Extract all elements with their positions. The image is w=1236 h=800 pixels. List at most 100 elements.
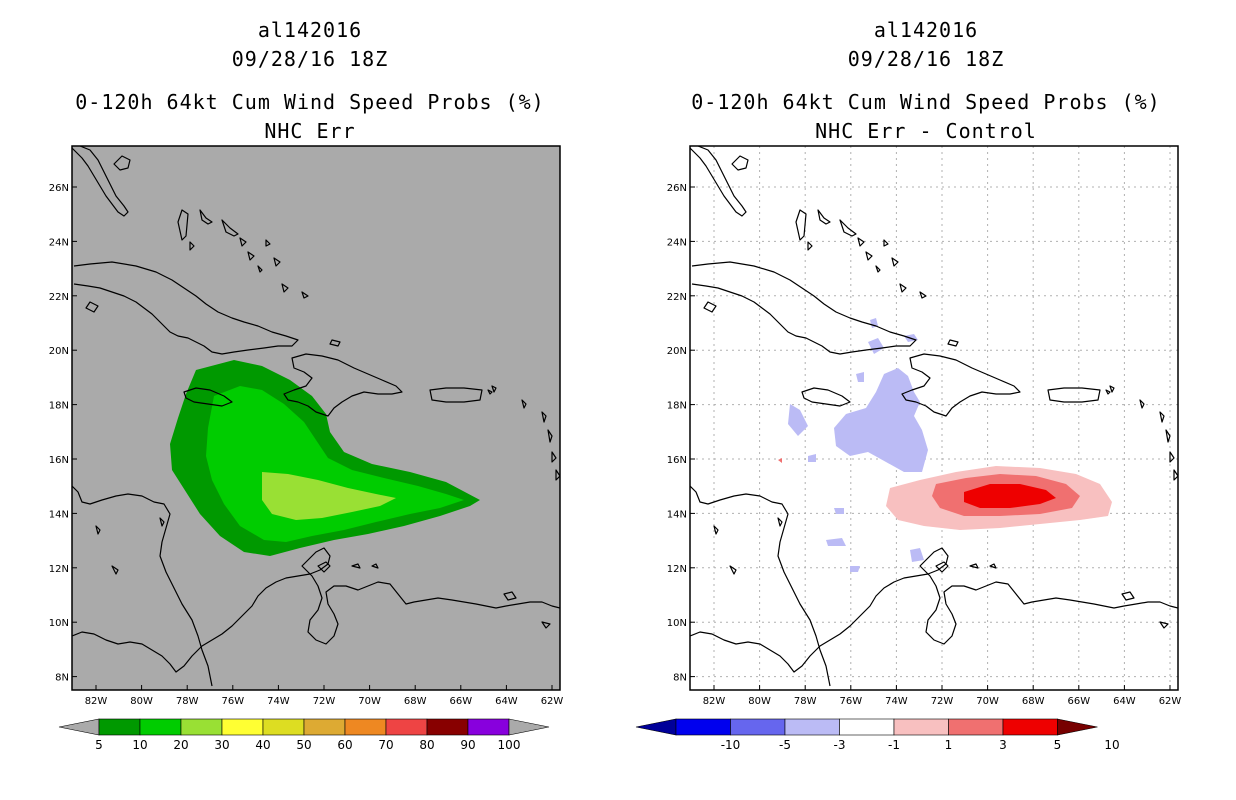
colorbar-swatch	[262, 718, 305, 736]
lat-tick-label: 12N	[667, 564, 687, 575]
lon-tick-label: 76W	[221, 696, 244, 707]
right-neg-area-small1	[868, 338, 884, 354]
right-lon-axis: 82W 80W 78W 76W 74W 72W 70W 68W 66W 64W 62W	[703, 685, 1181, 707]
lat-tick-label: 10N	[49, 618, 69, 629]
colorbar-swatch	[98, 718, 141, 736]
colorbar-label: 10	[1104, 738, 1119, 752]
colorbar-label: 50	[296, 738, 311, 752]
colorbar-under-arrow	[635, 718, 677, 736]
lat-tick-label: 10N	[667, 618, 687, 629]
right-colorbar: -10 -5 -3 -1 1 3 5 10	[635, 718, 1120, 752]
colorbar-label: 10	[132, 738, 147, 752]
lat-tick-label: 8N	[55, 673, 69, 684]
lat-tick-label: 24N	[49, 237, 69, 248]
colorbar-label: 20	[173, 738, 188, 752]
lat-tick-label: 14N	[667, 509, 687, 520]
left-datetime: 09/28/16 18Z	[231, 47, 389, 71]
right-map-background	[690, 146, 1178, 690]
colorbar-swatch	[180, 718, 223, 736]
right-neg-area-small4	[856, 372, 864, 382]
right-product: 0-120h 64kt Cum Wind Speed Probs (%)	[691, 90, 1161, 114]
lon-tick-label: 78W	[176, 696, 199, 707]
left-map-frame	[71, 145, 561, 691]
colorbar-over-arrow	[1057, 718, 1098, 736]
lon-tick-label: 66W	[1067, 696, 1090, 707]
lon-tick-label: 62W	[541, 696, 564, 707]
lat-tick-label: 12N	[49, 564, 69, 575]
lat-tick-label: 14N	[49, 509, 69, 520]
colorbar-label: -10	[721, 738, 741, 752]
right-pos-5-contour	[964, 484, 1056, 508]
lon-tick-label: 74W	[885, 696, 908, 707]
colorbar-swatch	[893, 718, 949, 736]
right-map-panel: 26N 24N 22N 20N 18N 16N 14N 12N 10N 8N 82W 80W 78W 7…	[635, 145, 1181, 752]
right-panel-title: al142016 09/28/16 18Z 0-120h 64kt Cum Wi…	[676, 16, 1176, 146]
colorbar-swatch	[1002, 718, 1058, 736]
right-neg-area-small8	[834, 508, 844, 514]
lat-tick-label: 26N	[667, 183, 687, 194]
lon-tick-label: 70W	[358, 696, 381, 707]
right-neg-area-west	[788, 404, 808, 436]
colorbar-swatch	[344, 718, 387, 736]
right-neg-area-main	[834, 368, 928, 472]
lon-tick-label: 72W	[313, 696, 336, 707]
right-neg-area-small5	[826, 538, 846, 546]
lat-tick-label: 22N	[49, 292, 69, 303]
lat-tick-label: 22N	[667, 292, 687, 303]
colorbar-swatch	[139, 718, 182, 736]
colorbar-label: 70	[378, 738, 393, 752]
colorbar-over-arrow	[508, 718, 550, 736]
colorbar-label: 80	[419, 738, 434, 752]
left-lon-axis: 82W 80W 78W 76W 74W 72W 70W 68W 66W 64W 62W	[85, 685, 564, 707]
lon-tick-label: 64W	[495, 696, 518, 707]
colorbar-label: 3	[999, 738, 1007, 752]
lat-tick-label: 16N	[49, 455, 69, 466]
colorbar-label: 5	[95, 738, 103, 752]
lon-tick-label: 78W	[794, 696, 817, 707]
right-subtitle: NHC Err - Control	[815, 119, 1037, 143]
colorbar-label: 40	[255, 738, 270, 752]
left-storm-id: al142016	[257, 18, 363, 42]
lon-tick-label: 68W	[1022, 696, 1045, 707]
colorbar-under-arrow	[58, 718, 100, 736]
colorbar-label: 100	[498, 738, 521, 752]
left-colorbar: 5 10 20 30 40 50 60 70 80 90 100	[58, 718, 550, 752]
right-storm-id: al142016	[873, 18, 979, 42]
lat-tick-label: 18N	[667, 401, 687, 412]
lon-tick-label: 72W	[931, 696, 954, 707]
right-negative-diff-areas	[788, 318, 928, 572]
lon-tick-label: 82W	[703, 696, 726, 707]
lon-tick-label: 70W	[976, 696, 999, 707]
lon-tick-label: 74W	[267, 696, 290, 707]
colorbar-swatch	[784, 718, 840, 736]
right-neg-area-small6	[910, 548, 924, 562]
left-panel-title: al142016 09/28/16 18Z 0-120h 64kt Cum Wi…	[60, 16, 560, 146]
colorbar-swatch	[303, 718, 346, 736]
lat-tick-label: 20N	[667, 346, 687, 357]
lon-tick-label: 64W	[1113, 696, 1136, 707]
left-prob-20-contour	[262, 472, 396, 520]
lon-tick-label: 80W	[130, 696, 153, 707]
colorbar-swatch	[839, 718, 895, 736]
colorbar-label: 90	[460, 738, 475, 752]
lat-tick-label: 26N	[49, 183, 69, 194]
colorbar-label: 30	[214, 738, 229, 752]
colorbar-label: 60	[337, 738, 352, 752]
right-pos-speck	[778, 458, 782, 463]
left-lat-axis: 26N 24N 22N 20N 18N 16N 14N 12N 10N 8N	[49, 183, 77, 684]
colorbar-label: 5	[1054, 738, 1062, 752]
left-map-panel: 26N 24N 22N 20N 18N 16N 14N 12N 10N 8N 82W 80W 78W 7…	[49, 145, 564, 752]
colorbar-swatch	[730, 718, 786, 736]
colorbar-label: -5	[779, 738, 791, 752]
colorbar-label: 1	[945, 738, 953, 752]
lon-tick-label: 66W	[449, 696, 472, 707]
right-grid-lines	[690, 146, 1178, 690]
colorbar-swatch	[426, 718, 469, 736]
right-neg-area-small7	[850, 566, 860, 572]
lat-tick-label: 18N	[49, 401, 69, 412]
lat-tick-label: 20N	[49, 346, 69, 357]
left-subtitle: NHC Err	[264, 119, 356, 143]
colorbar-swatch	[385, 718, 428, 736]
colorbar-label: -1	[888, 738, 900, 752]
